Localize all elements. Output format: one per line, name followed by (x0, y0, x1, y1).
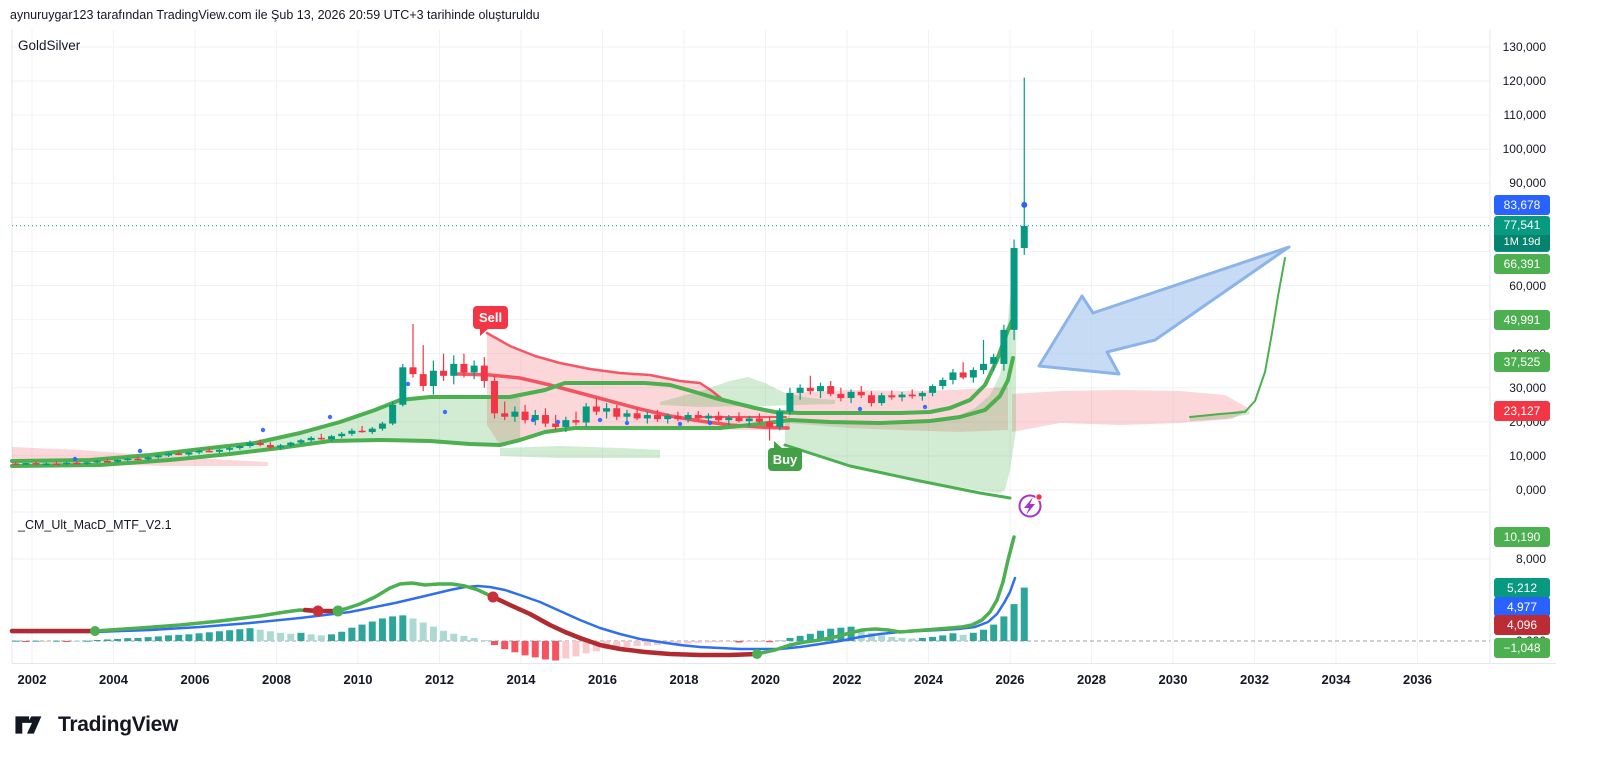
price-axis-badge: 4,096 (1494, 615, 1550, 635)
time-axis[interactable]: 2002 2004 2006 2008 2010 2012 2014 2016 2018 2020… (0, 670, 1600, 692)
macd-cross-dot (487, 591, 499, 603)
price-axis-badge: 49,991 (1494, 310, 1550, 330)
macd-cross-dot (90, 626, 100, 636)
price-axis-label: 10,000 (1509, 449, 1546, 463)
year-label-2024: 2024 (914, 672, 943, 687)
candlestick-series (12, 77, 1028, 466)
price-axis-badge: −1,048 (1494, 638, 1550, 658)
price-axis-label: 30,000 (1509, 381, 1546, 395)
brand-wordmark: TradingView (58, 713, 179, 736)
price-axis-label: 120,000 (1502, 74, 1546, 88)
year-label-2030: 2030 (1158, 672, 1188, 687)
price-axis-label: 100,000 (1502, 142, 1546, 156)
macd-cross-dot (752, 649, 762, 659)
arrow-annotation[interactable] (1037, 245, 1291, 376)
price-axis-label: 0,000 (1515, 483, 1546, 497)
price-axis-badge: 10,190 (1494, 527, 1550, 547)
macd-cross-dot (332, 605, 344, 617)
buy-signal-badge[interactable]: Buy (768, 441, 802, 471)
indicator-title: _CM_Ult_MacD_MTF_V2.1 (18, 518, 172, 532)
year-label-2028: 2028 (1077, 672, 1106, 687)
year-label-2018: 2018 (669, 672, 699, 687)
year-label-2014: 2014 (506, 672, 536, 687)
price-axis-badge: 37,525 (1494, 352, 1550, 372)
price-axis-label: 130,000 (1502, 40, 1546, 54)
price-axis-badge: 66,391 (1494, 254, 1550, 274)
year-label-2022: 2022 (832, 672, 862, 687)
attribution-text: aynuruygar123 tarafından TradingView.com… (10, 8, 540, 22)
year-label-2002: 2002 (17, 672, 47, 687)
year-label-2020: 2020 (751, 672, 780, 687)
macd-histogram (12, 587, 1028, 661)
price-axis-badge: 5,212 (1494, 578, 1550, 598)
year-label-2010: 2010 (343, 672, 373, 687)
price-axis-label: 110,000 (1503, 108, 1547, 122)
year-label-2026: 2026 (995, 672, 1025, 687)
year-label-2016: 2016 (588, 672, 617, 687)
price-axis-label: 90,000 (1509, 176, 1546, 190)
year-label-2012: 2012 (425, 672, 454, 687)
year-label-2032: 2032 (1240, 672, 1269, 687)
year-label-2006: 2006 (180, 672, 210, 687)
lightning-icon[interactable] (1018, 493, 1043, 518)
price-axis-badge: 23,127 (1494, 401, 1550, 421)
price-axis[interactable]: 130,000 120,000 110,000 100,000 90,000 60,000… (1492, 0, 1556, 700)
year-label-2036: 2036 (1403, 672, 1432, 687)
tradingview-logo-icon (15, 716, 42, 734)
symbol-title: GoldSilver (18, 38, 81, 53)
high-marker-dot (1021, 201, 1028, 208)
year-label-2004: 2004 (99, 672, 128, 687)
indicator-axis-label: 8,000 (1515, 552, 1546, 566)
price-axis-badge: 4,977 (1494, 597, 1550, 617)
price-axis-badge: 77,541 1M 19d (1494, 216, 1550, 252)
year-label-2008: 2008 (262, 672, 291, 687)
year-label-2034: 2034 (1321, 672, 1351, 687)
tradingview-logo[interactable]: TradingView (14, 710, 178, 740)
price-axis-badge: 83,678 (1494, 195, 1550, 215)
price-axis-label: 60,000 (1509, 279, 1546, 293)
macd-cross-dot (312, 605, 324, 617)
sell-signal-badge[interactable]: Sell (473, 306, 508, 336)
countdown-label: 1M 19d (1494, 235, 1550, 251)
